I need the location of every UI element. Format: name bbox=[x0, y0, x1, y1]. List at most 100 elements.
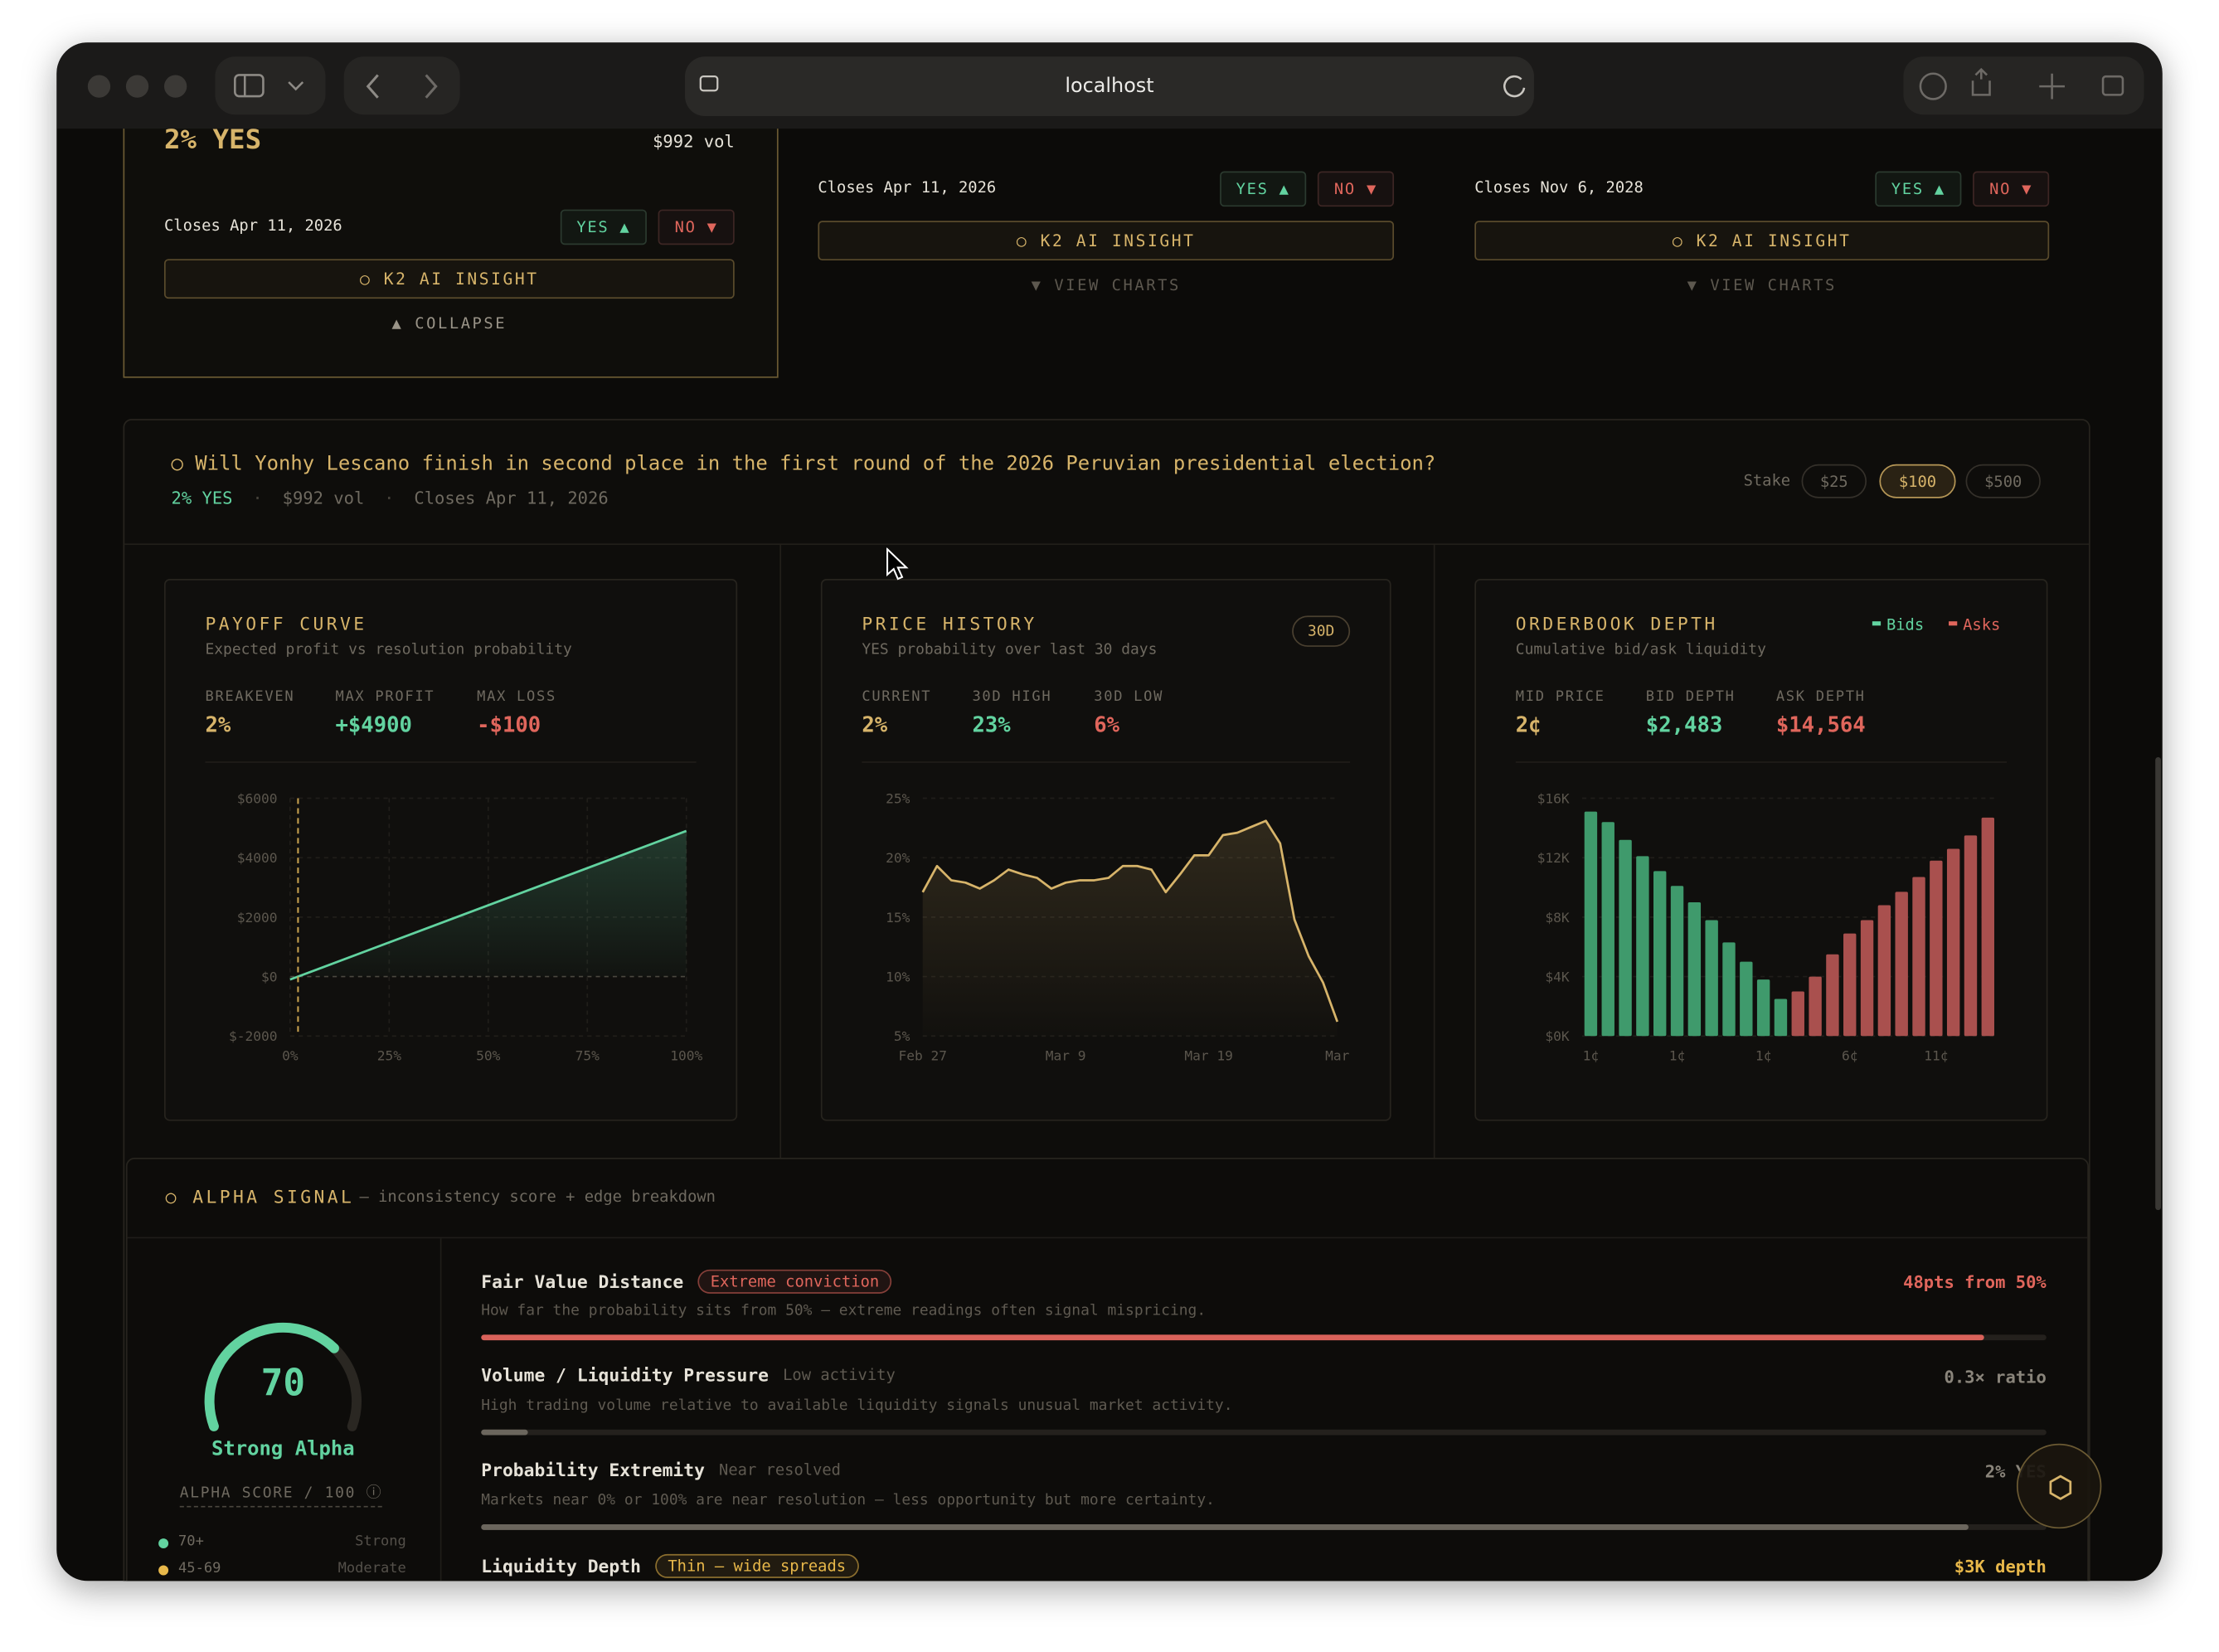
signal-name: Probability Extremity bbox=[481, 1459, 705, 1481]
stat-value: $2,483 bbox=[1645, 712, 1723, 738]
signal-name: Volume / Liquidity Pressure bbox=[481, 1364, 770, 1386]
stake-option[interactable]: $100 bbox=[1879, 464, 1956, 498]
chart-subtitle: Cumulative bid/ask liquidity bbox=[1515, 641, 1766, 658]
chart-card bbox=[1474, 579, 2048, 1121]
address-bar[interactable] bbox=[685, 56, 1534, 116]
signal-metric: $3K depth bbox=[1954, 1557, 2047, 1577]
assistant-button[interactable] bbox=[2016, 1443, 2102, 1529]
chart-title: PAYOFF CURVE bbox=[205, 612, 367, 634]
toggle-button[interactable]: ▼ VIEW CHARTS bbox=[1687, 275, 1837, 294]
alpha-caption: ALPHA SCORE / 100 ⓘ bbox=[179, 1482, 383, 1508]
alpha-subtitle: — inconsistency score + edge breakdown bbox=[359, 1187, 716, 1207]
chart-subtitle: YES probability over last 30 days bbox=[862, 641, 1158, 658]
probability: 2% YES bbox=[171, 488, 233, 508]
alpha-title: ○ ALPHA SIGNAL bbox=[165, 1186, 355, 1207]
signal-row: Liquidity Depth Thin — wide spreads bbox=[481, 1553, 859, 1578]
reload-icon[interactable] bbox=[1503, 75, 1526, 98]
stat-value: 6% bbox=[1094, 712, 1120, 738]
tabs-icon[interactable] bbox=[2101, 75, 2124, 96]
closes-date: Closes Apr 11, 2026 bbox=[414, 488, 609, 508]
minimize-button[interactable] bbox=[125, 75, 149, 98]
legend-label: Strong bbox=[355, 1533, 406, 1550]
legend-dot bbox=[158, 1565, 169, 1576]
zoom-button[interactable] bbox=[163, 75, 187, 98]
chart-title: ORDERBOOK DEPTH bbox=[1515, 612, 1718, 634]
closes-date: Closes Nov 6, 2028 bbox=[1474, 178, 1644, 197]
sidebar-button[interactable] bbox=[215, 56, 326, 115]
hexagon-icon bbox=[2049, 1475, 2072, 1500]
divider bbox=[127, 1237, 2088, 1239]
hexagon bbox=[2049, 1475, 2072, 1500]
signal-description: How far the probability sits from 50% — … bbox=[481, 1302, 1207, 1319]
stat-label: 30D LOW bbox=[1094, 689, 1164, 705]
signal-metric: 0.3× ratio bbox=[1944, 1367, 2047, 1387]
signal-description: High trading volume relative to availabl… bbox=[481, 1397, 1233, 1414]
stat-value: 23% bbox=[972, 712, 1011, 738]
no-button[interactable]: NO ▼ bbox=[1317, 171, 1395, 207]
nav-buttons[interactable] bbox=[343, 56, 460, 115]
sidebar-icon bbox=[234, 74, 265, 98]
divider bbox=[779, 545, 782, 1159]
yes-button[interactable]: YES ▲ bbox=[1875, 171, 1962, 207]
divider bbox=[439, 1238, 442, 1582]
cursor-icon bbox=[886, 547, 909, 581]
back-icon[interactable] bbox=[366, 74, 379, 99]
signal-tag: Near resolved bbox=[719, 1460, 841, 1480]
insight-button[interactable]: ○ K2 AI INSIGHT bbox=[818, 221, 1395, 261]
legend-range: 70+ bbox=[178, 1533, 204, 1550]
yes-button[interactable]: YES ▲ bbox=[560, 209, 647, 245]
stat-label: BREAKEVEN bbox=[205, 689, 295, 705]
page-content: $-2000 $0 $2000 $4000 $6000 0% 25% 50% 75% 100% 5%… bbox=[56, 42, 2162, 1582]
toggle-button[interactable]: ▼ VIEW CHARTS bbox=[1031, 275, 1181, 294]
signal-row: Volume / Liquidity Pressure Low activity bbox=[481, 1364, 896, 1386]
divider bbox=[205, 761, 697, 763]
browser-window: $-2000 $0 $2000 $4000 $6000 0% 25% 50% 75% 100% 5%… bbox=[56, 42, 2163, 1582]
toolbar bbox=[56, 42, 2163, 129]
toggle-button[interactable]: ▲ COLLAPSE bbox=[391, 313, 507, 333]
stat-label: 30D HIGH bbox=[972, 689, 1052, 705]
new-tab-icon[interactable] bbox=[2039, 73, 2065, 100]
signal-row: Probability Extremity Near resolved bbox=[481, 1460, 841, 1481]
signal-fill bbox=[481, 1429, 528, 1436]
signal-tag: Thin — wide spreads bbox=[654, 1553, 859, 1578]
stat-value: +$4900 bbox=[335, 712, 412, 738]
volume: $992 vol bbox=[282, 488, 365, 508]
stat-label: MAX LOSS bbox=[477, 689, 556, 705]
separator: · bbox=[384, 488, 395, 508]
stake-option[interactable]: $25 bbox=[1801, 464, 1867, 498]
stat-label: BID DEPTH bbox=[1645, 689, 1736, 705]
headline: 2% YES bbox=[163, 124, 262, 156]
divider bbox=[862, 761, 1351, 763]
signal-tag: Extreme conviction bbox=[697, 1269, 892, 1294]
alpha-panel bbox=[125, 1158, 2089, 1582]
chart-title: PRICE HISTORY bbox=[862, 612, 1037, 634]
legend-dot bbox=[158, 1538, 169, 1549]
no-button[interactable]: NO ▼ bbox=[658, 209, 735, 245]
stat-value: 2¢ bbox=[1515, 712, 1542, 738]
mouse-cursor bbox=[886, 547, 909, 587]
signal-fill bbox=[481, 1524, 1969, 1530]
yes-button[interactable]: YES ▲ bbox=[1220, 171, 1307, 207]
legend-label: Moderate bbox=[337, 1561, 406, 1577]
signal-fill bbox=[481, 1334, 1984, 1341]
insight-button[interactable]: ○ K2 AI INSIGHT bbox=[163, 259, 735, 299]
signal-row: Fair Value Distance Extreme conviction bbox=[481, 1269, 892, 1294]
signal-name: Fair Value Distance bbox=[481, 1271, 684, 1293]
no-button[interactable]: NO ▼ bbox=[1973, 171, 2050, 207]
market-meta: 2% YES · $992 vol · Closes Apr 11, 2026 bbox=[172, 488, 609, 508]
cursor-arrow bbox=[886, 547, 909, 581]
chevron-icon bbox=[288, 81, 304, 91]
stake-option[interactable]: $500 bbox=[1965, 464, 2041, 498]
alpha-rating: Strong Alpha bbox=[211, 1437, 355, 1461]
range-badge[interactable]: 30D bbox=[1292, 615, 1351, 647]
insight-button[interactable]: ○ K2 AI INSIGHT bbox=[1474, 221, 2050, 261]
share-icon[interactable] bbox=[1971, 67, 1991, 96]
stat-label: ASK DEPTH bbox=[1775, 689, 1866, 705]
forward-icon[interactable] bbox=[425, 74, 438, 99]
download-icon[interactable] bbox=[1919, 72, 1947, 100]
divider bbox=[1433, 545, 1435, 1159]
close-button[interactable] bbox=[87, 75, 111, 98]
signal-description: Markets near 0% or 100% are near resolut… bbox=[481, 1491, 1215, 1509]
divider bbox=[1515, 761, 2008, 763]
